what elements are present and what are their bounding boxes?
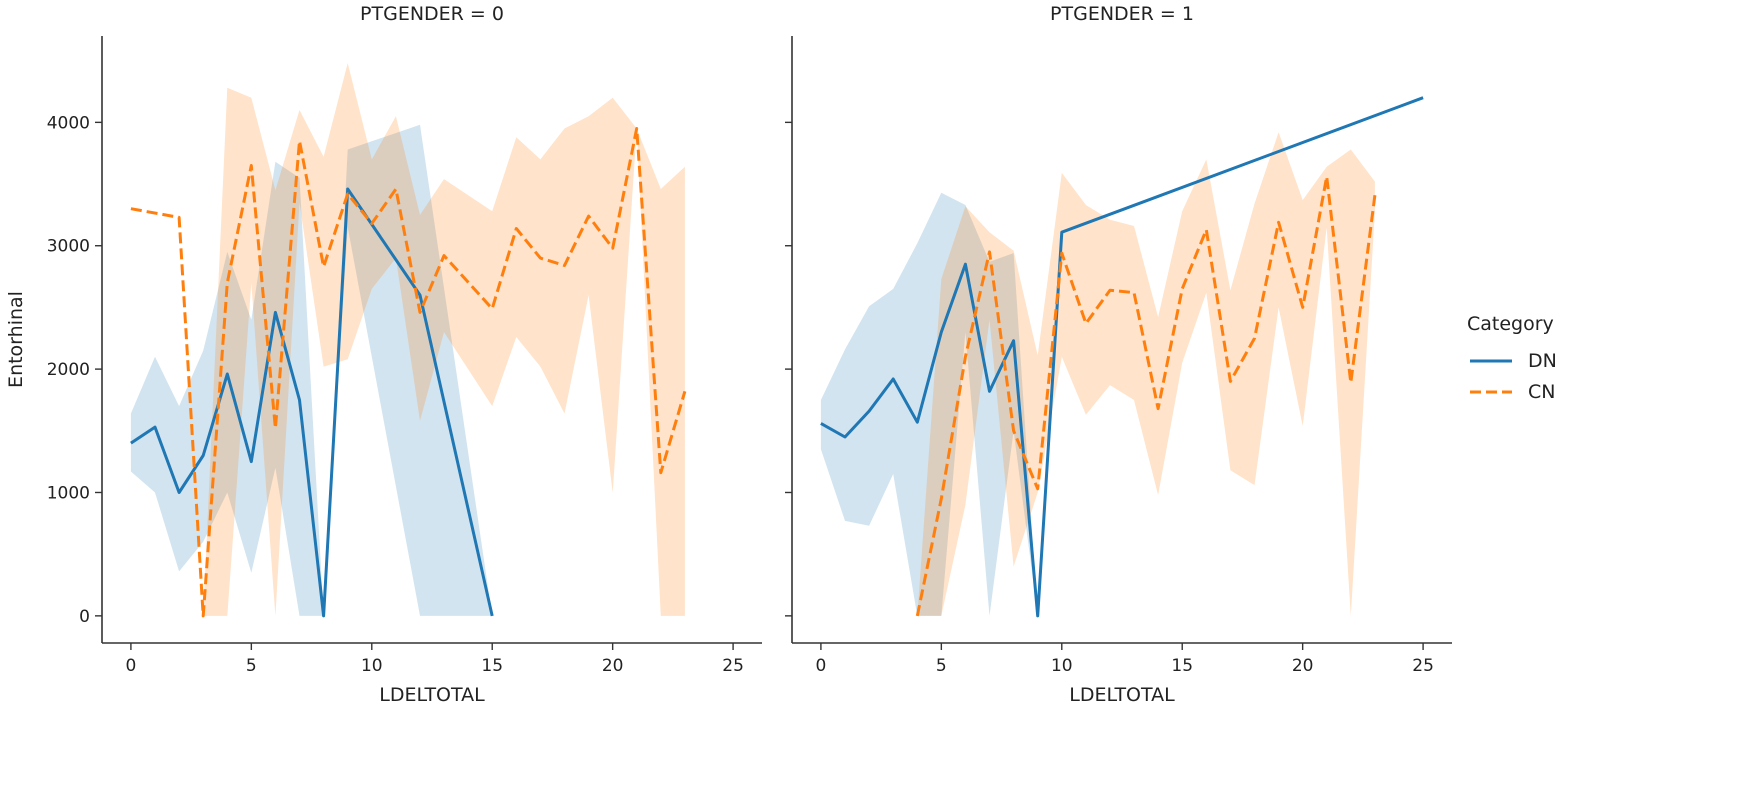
series-line-cn (915, 175, 1377, 617)
y-tick-label: 3000 (47, 237, 90, 257)
y-tick-label: 1000 (47, 483, 90, 503)
x-tick-label: 15 (1171, 656, 1193, 676)
y-tick-label: 0 (79, 607, 90, 627)
y-tick-label: 4000 (47, 113, 90, 133)
x-tick-label: 25 (722, 656, 744, 676)
series-line-cn (130, 127, 687, 618)
x-tick-label: 0 (815, 656, 826, 676)
legend-label-cn: CN (1528, 381, 1555, 403)
panel-0: PTGENDER = 0 0 5 10 15 20 25 LDELTOTAL 0 1000 2000… (47, 3, 762, 706)
y-axis-label: Entorhinal (5, 291, 27, 388)
x-tick-label: 20 (602, 656, 624, 676)
x-tick-label: 5 (246, 656, 257, 676)
panel-title: PTGENDER = 1 (1050, 3, 1194, 25)
confidence-band-dn (820, 97, 1424, 616)
legend-label-dn: DN (1528, 350, 1557, 372)
x-axis-label: LDELTOTAL (379, 684, 485, 706)
x-tick-label: 20 (1292, 656, 1314, 676)
x-tick-label: 15 (481, 656, 503, 676)
y-tick-label: 2000 (47, 360, 90, 380)
x-tick-label: 0 (125, 656, 136, 676)
series-line-dn (820, 96, 1424, 618)
panel-1: PTGENDER = 1 0 5 10 15 20 25 LDELTOTAL (785, 3, 1452, 706)
x-axis-label: LDELTOTAL (1069, 684, 1175, 706)
legend-title: Category (1467, 313, 1554, 335)
x-tick-label: 25 (1412, 656, 1434, 676)
confidence-band-dn (130, 124, 493, 616)
legend: Category DN CN (1467, 313, 1557, 403)
x-tick-label: 10 (1051, 656, 1073, 676)
confidence-band-cn (917, 132, 1375, 616)
series-line-dn (130, 187, 494, 618)
confidence-band-cn (130, 63, 685, 616)
panel-title: PTGENDER = 0 (360, 3, 504, 25)
x-tick-label: 10 (361, 656, 383, 676)
x-tick-label: 5 (936, 656, 947, 676)
